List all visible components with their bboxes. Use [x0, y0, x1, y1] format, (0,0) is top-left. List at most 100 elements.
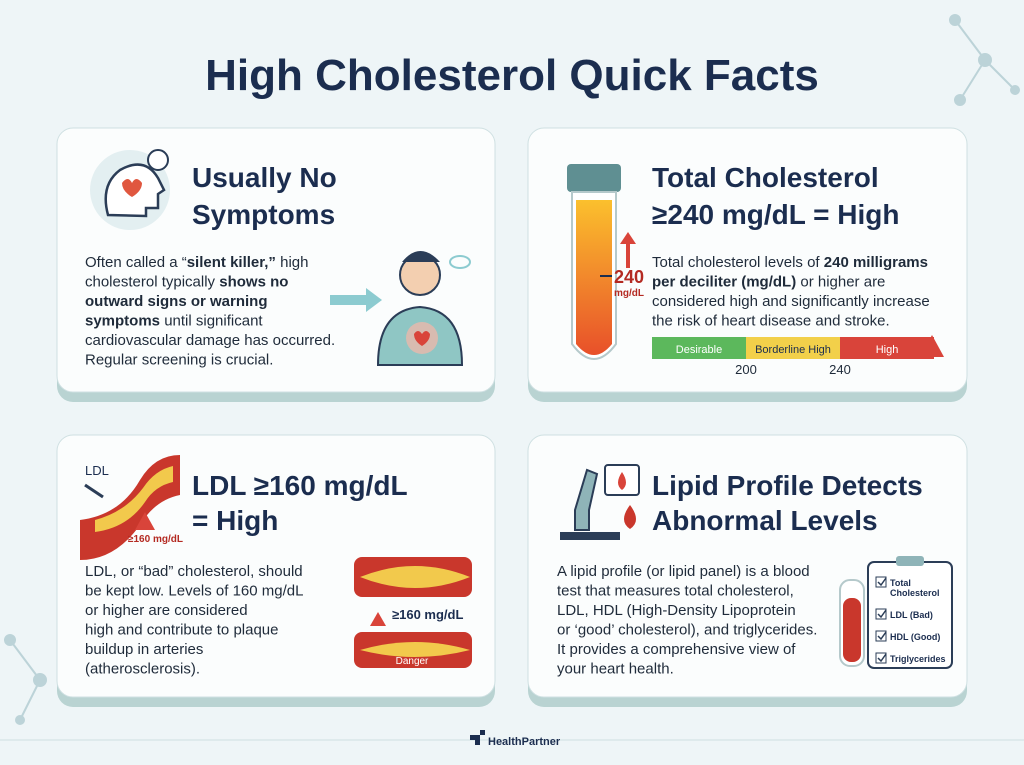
molecule-decor [4, 14, 1020, 725]
bold-text: outward signs or warning [85, 293, 268, 310]
check-box [875, 608, 887, 620]
warning-icon [920, 335, 944, 357]
check-box [875, 630, 887, 642]
body-line: your heart health. [557, 661, 674, 678]
body-line: It provides a comprehensive view of [557, 641, 796, 658]
person-illustration [330, 251, 471, 366]
body-text: until significant [160, 313, 263, 330]
body-text: cardiovascular damage has occurred. [85, 332, 335, 349]
body-line: outward signs or warning [85, 293, 268, 310]
body-text: (atherosclerosis). [85, 661, 200, 678]
body-text: Regular screening is crucial. [85, 352, 273, 369]
body-line: cholesterol typically shows no [85, 274, 288, 291]
body-line: symptoms until significant [85, 313, 263, 330]
check-mark [877, 653, 887, 663]
body-line: the risk of heart disease and stroke. [652, 313, 890, 330]
body-line: (atherosclerosis). [85, 661, 200, 678]
body-line: cardiovascular damage has occurred. [85, 332, 335, 349]
scale-tick-label: 200 [735, 362, 757, 377]
body-text: high [276, 254, 309, 271]
scale-band-label: High [876, 344, 899, 356]
check-box [875, 652, 887, 664]
bold-text: symptoms [85, 313, 160, 330]
checklist-item: Total [890, 578, 911, 588]
card-heading: Total Cholesterol [652, 162, 879, 193]
body-text: high and contribute to plaque [85, 622, 278, 639]
body-text: the risk of heart disease and stroke. [652, 313, 890, 330]
scale-band [652, 337, 746, 359]
body-text: be kept low. Levels of 160 mg/dL [85, 583, 303, 600]
body-line: per deciliter (mg/dL) or higher are [652, 274, 885, 291]
danger-label: Danger [396, 656, 429, 667]
body-text: A lipid profile (or lipid panel) is a bl… [557, 563, 810, 580]
body-line: high and contribute to plaque [85, 622, 278, 639]
artery-diagram [354, 557, 472, 668]
card-heading: ≥240 mg/dL = High [652, 199, 899, 230]
body-text: LDL, HDL (High-Density Lipoprotein [557, 602, 796, 619]
body-line: Often called a “silent killer,” high [85, 254, 308, 271]
scale-band [746, 337, 840, 359]
artery-icon [80, 455, 180, 560]
body-text: or ‘good’ cholesterol), and triglyceride… [557, 622, 817, 639]
test-tube [567, 164, 636, 360]
card-heading: Abnormal Levels [652, 505, 878, 536]
bold-text: shows no [219, 274, 288, 291]
page-title: High Cholesterol Quick Facts [205, 51, 819, 100]
checklist-item: Cholesterol [890, 588, 940, 598]
scale-band [840, 337, 934, 359]
card-heading: = High [192, 505, 278, 536]
body-line: buildup in arteries [85, 641, 203, 658]
body-text: considered high and significantly increa… [652, 293, 930, 310]
microscope-icon [560, 464, 640, 540]
checklist-item: Triglycerides [890, 654, 946, 664]
bold-text: silent killer,” [187, 254, 276, 271]
check-mark [877, 609, 887, 619]
body-text: or higher are [796, 274, 885, 291]
footer-brand: HealthPartner [488, 736, 561, 748]
check-box [875, 576, 887, 588]
head-icon [90, 149, 170, 230]
card-heading: Symptoms [192, 199, 335, 230]
ldl-threshold: ≥160 mg/dL [128, 534, 183, 545]
body-text: Often called a “ [85, 254, 187, 271]
body-line: Total cholesterol levels of 240 milligra… [652, 254, 928, 271]
body-line: or ‘good’ cholesterol), and triglyceride… [557, 622, 817, 639]
body-text: your heart health. [557, 661, 674, 678]
body-line: Regular screening is crucial. [85, 352, 273, 369]
card-heading: Usually No [192, 162, 337, 193]
body-text: buildup in arteries [85, 641, 203, 658]
card-heading: Lipid Profile Detects [652, 470, 923, 501]
ldl-label: LDL [85, 463, 109, 478]
body-text: cholesterol typically [85, 274, 219, 291]
tube-value: 240 [614, 267, 644, 287]
check-mark [877, 577, 887, 587]
checklist-item: LDL (Bad) [890, 610, 933, 620]
artery-threshold: ≥160 mg/dL [392, 607, 463, 622]
scale-band-label: Desirable [676, 344, 722, 356]
risk-scale: Desirable Borderline High High 200 240 [652, 337, 934, 377]
scale-tick-label: 240 [829, 362, 851, 377]
body-line: or higher are considered [85, 602, 248, 619]
body-text: It provides a comprehensive view of [557, 641, 796, 658]
body-text: or higher are considered [85, 602, 248, 619]
body-line: be kept low. Levels of 160 mg/dL [85, 583, 303, 600]
checklist-item: HDL (Good) [890, 632, 940, 642]
scale-band-label: Borderline High [755, 344, 831, 356]
tube-unit: mg/dL [614, 288, 644, 299]
bold-text: per deciliter (mg/dL) [652, 274, 796, 291]
bold-text: 240 milligrams [824, 254, 928, 271]
body-line: test that measures total cholesterol, [557, 583, 794, 600]
body-line: A lipid profile (or lipid panel) is a bl… [557, 563, 810, 580]
check-mark [877, 631, 887, 641]
body-text: LDL, or “bad” cholesterol, should [85, 563, 303, 580]
body-text: test that measures total cholesterol, [557, 583, 794, 600]
body-line: considered high and significantly increa… [652, 293, 930, 310]
clipboard-illustration [839, 556, 953, 669]
footer-logo [470, 730, 485, 745]
body-text: Total cholesterol levels of [652, 254, 824, 271]
body-line: LDL, or “bad” cholesterol, should [85, 563, 303, 580]
card-heading: LDL ≥160 mg/dL [192, 470, 408, 501]
